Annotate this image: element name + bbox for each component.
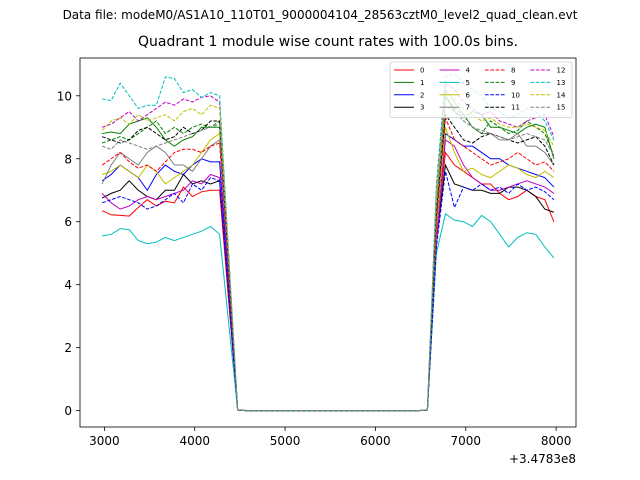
series-line-8	[101, 117, 555, 412]
legend-label-14: 14	[557, 91, 566, 99]
series-line-15	[101, 104, 555, 412]
x-tick-label: 3000	[89, 434, 120, 448]
chart-title: Quadrant 1 module wise count rates with …	[138, 34, 518, 50]
series-line-10	[101, 171, 555, 412]
legend-label-13: 13	[557, 79, 566, 87]
series-line-0	[101, 151, 555, 412]
legend-label-0: 0	[420, 67, 424, 75]
x-tick-label: 6000	[360, 434, 391, 448]
series-line-7	[101, 88, 555, 412]
legend-label-4: 4	[466, 67, 471, 75]
series-line-1	[102, 94, 555, 412]
legend-label-2: 2	[420, 91, 424, 99]
legend-label-15: 15	[557, 104, 566, 112]
y-tick-label: 2	[64, 341, 72, 355]
legend-label-6: 6	[466, 91, 471, 99]
series-line-6	[101, 127, 555, 412]
x-tick-label: 8000	[541, 434, 572, 448]
y-tick-label: 4	[64, 278, 72, 292]
series-line-11	[101, 113, 555, 412]
y-tick-label: 8	[64, 152, 72, 166]
legend-label-7: 7	[466, 104, 470, 112]
legend-label-8: 8	[511, 67, 515, 75]
legend-label-1: 1	[420, 79, 424, 87]
series-line-14	[101, 91, 555, 412]
series-line-2	[101, 132, 555, 412]
legend-label-3: 3	[420, 104, 424, 112]
legend-label-10: 10	[511, 91, 520, 99]
series-line-12	[101, 82, 555, 412]
legend-label-9: 9	[511, 79, 515, 87]
y-tick-label: 10	[57, 89, 72, 103]
y-tick-label: 6	[64, 215, 72, 229]
series-line-13	[102, 73, 555, 412]
y-tick-label: 0	[64, 404, 72, 418]
legend-label-12: 12	[557, 67, 566, 75]
legend-label-11: 11	[511, 104, 520, 112]
legend-box	[389, 61, 573, 118]
x-tick-label: 4000	[179, 434, 210, 448]
figure-suptitle: Data file: modeM0/AS1A10_110T01_90000041…	[62, 8, 578, 22]
series-line-5	[102, 213, 555, 412]
legend-label-5: 5	[466, 79, 470, 87]
x-tick-label: 5000	[270, 434, 301, 448]
x-tick-label: 7000	[451, 434, 482, 448]
x-axis-offset-text: +3.4783e8	[508, 452, 576, 466]
axes-frame	[79, 57, 577, 428]
